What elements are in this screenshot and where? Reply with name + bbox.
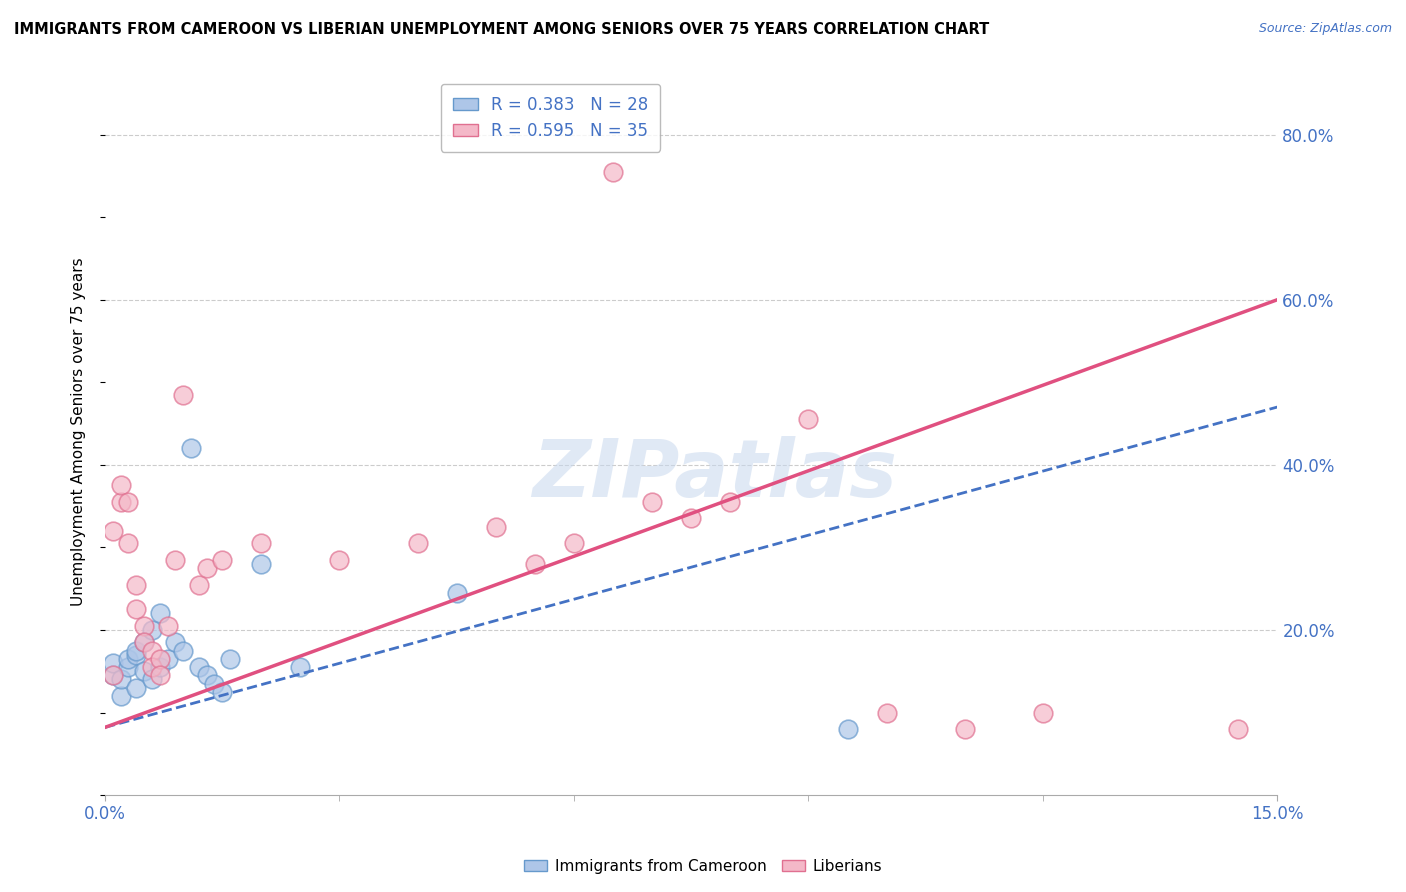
Point [101, 668, 124, 682]
Point [132, 635, 155, 649]
Point [485, 520, 508, 534]
Point [195, 668, 218, 682]
Legend: R = 0.383   N = 28, R = 0.595   N = 35: R = 0.383 N = 28, R = 0.595 N = 35 [441, 84, 659, 152]
Point [110, 689, 132, 703]
Point [101, 524, 124, 538]
Point [149, 607, 172, 621]
Point [250, 557, 273, 571]
Text: IMMIGRANTS FROM CAMEROON VS LIBERIAN UNEMPLOYMENT AMONG SENIORS OVER 75 YEARS CO: IMMIGRANTS FROM CAMEROON VS LIBERIAN UNE… [14, 22, 990, 37]
Text: ZIPatlas: ZIPatlas [531, 436, 897, 515]
Point [876, 706, 898, 720]
Point [797, 412, 820, 426]
Point [125, 602, 148, 616]
Point [202, 676, 225, 690]
Point [117, 536, 139, 550]
Point [250, 536, 273, 550]
Point [110, 478, 132, 492]
Y-axis label: Unemployment Among Seniors over 75 years: Unemployment Among Seniors over 75 years [72, 258, 86, 606]
Point [211, 685, 233, 699]
Point [406, 536, 429, 550]
Point [117, 495, 139, 509]
Point [165, 635, 187, 649]
Point [117, 660, 139, 674]
Point [125, 643, 148, 657]
Point [141, 673, 163, 687]
Point [180, 442, 202, 456]
Point [195, 561, 218, 575]
Legend: Immigrants from Cameroon, Liberians: Immigrants from Cameroon, Liberians [517, 853, 889, 880]
Point [141, 623, 163, 637]
Point [141, 660, 163, 674]
Point [187, 660, 209, 674]
Point [132, 664, 155, 678]
Point [328, 553, 350, 567]
Point [132, 635, 155, 649]
Point [125, 681, 148, 695]
Point [172, 387, 194, 401]
Point [110, 673, 132, 687]
Point [101, 656, 124, 670]
Text: Source: ZipAtlas.com: Source: ZipAtlas.com [1258, 22, 1392, 36]
Point [125, 648, 148, 662]
Point [953, 722, 976, 736]
Point [149, 652, 172, 666]
Point [110, 495, 132, 509]
Point [1032, 706, 1054, 720]
Point [562, 536, 585, 550]
Point [1227, 722, 1250, 736]
Point [132, 619, 155, 633]
Point [211, 553, 233, 567]
Point [149, 668, 172, 682]
Point [446, 586, 468, 600]
Point [125, 577, 148, 591]
Point [837, 722, 859, 736]
Point [156, 619, 179, 633]
Point [681, 511, 703, 525]
Point [602, 165, 624, 179]
Point [101, 668, 124, 682]
Point [156, 652, 179, 666]
Point [141, 643, 163, 657]
Point [187, 577, 209, 591]
Point [219, 652, 242, 666]
Point [117, 652, 139, 666]
Point [641, 495, 664, 509]
Point [290, 660, 312, 674]
Point [523, 557, 546, 571]
Point [718, 495, 741, 509]
Point [149, 660, 172, 674]
Point [172, 643, 194, 657]
Point [165, 553, 187, 567]
